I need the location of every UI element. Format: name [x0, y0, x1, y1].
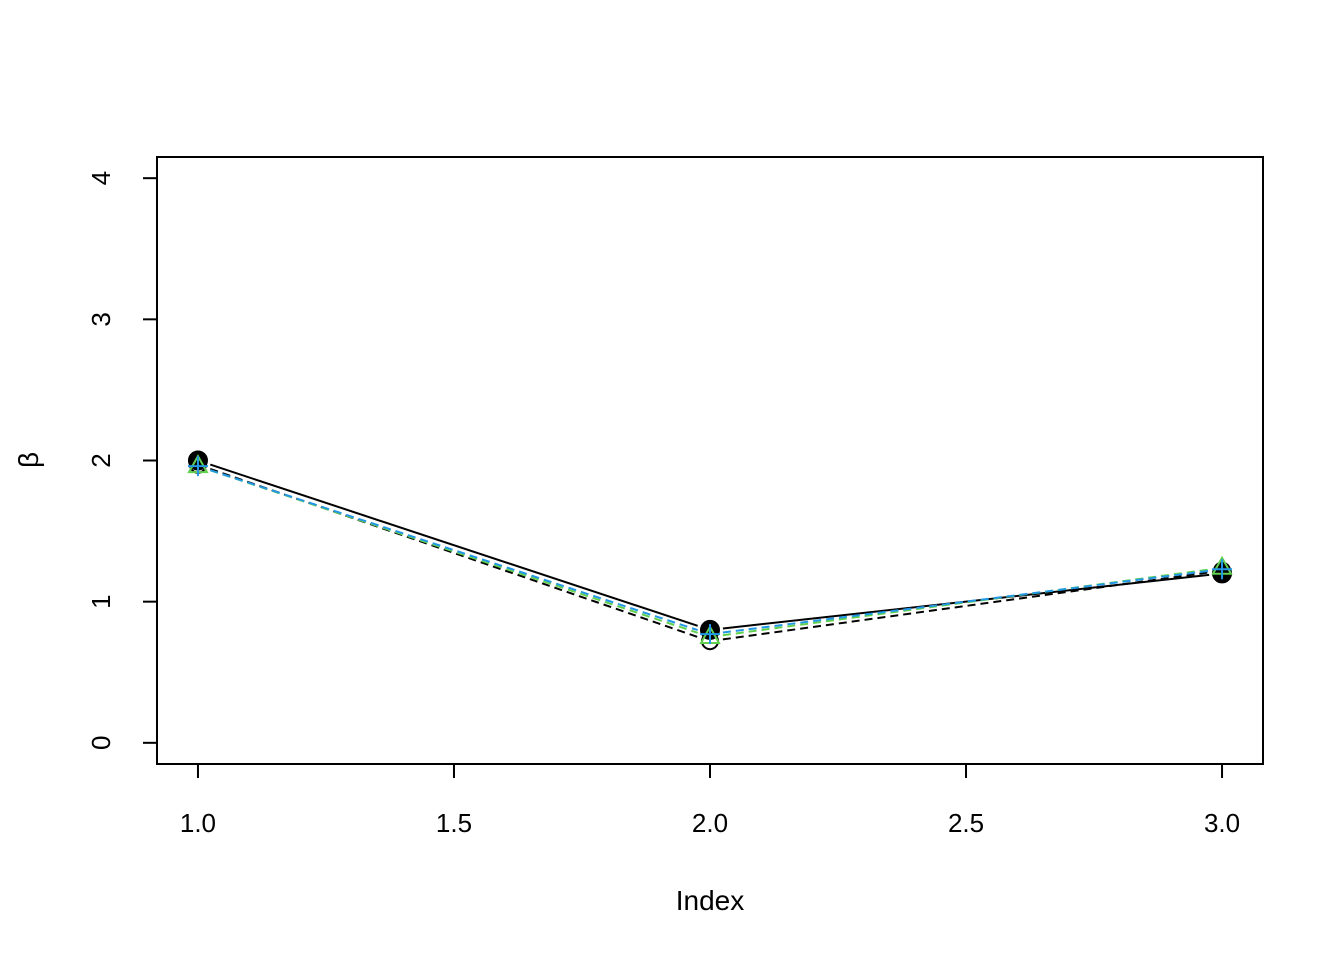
- plot-area-frame: [156, 156, 1264, 765]
- y-tick-label: 1: [86, 594, 116, 608]
- y-axis-title: β: [13, 452, 44, 468]
- data-point: [700, 624, 720, 645]
- series-group: [187, 450, 1233, 640]
- series-line-segment: [209, 468, 699, 638]
- y-tick-label: 4: [86, 171, 116, 185]
- series-line-segment: [209, 469, 698, 634]
- x-tick-label: 3.0: [1204, 808, 1240, 838]
- data-point: [1212, 559, 1233, 580]
- series-line-segment: [210, 469, 698, 632]
- x-tick-label: 1.5: [436, 808, 472, 838]
- y-axis: 0 1 2 3 4: [86, 171, 158, 750]
- data-point: [187, 456, 208, 477]
- x-tick-label: 2.5: [948, 808, 984, 838]
- x-tick-label: 2.0: [692, 808, 728, 838]
- series-layer: [187, 450, 1233, 651]
- series-line-segment: [722, 571, 1210, 641]
- series-group: [187, 454, 1233, 644]
- y-tick-label: 2: [86, 453, 116, 467]
- x-axis-title: Index: [676, 885, 745, 916]
- x-tick-label: 1.0: [180, 808, 216, 838]
- series-line-segment: [722, 569, 1210, 634]
- x-axis: 1.0 1.5 2.0 2.5 3.0: [180, 763, 1240, 838]
- y-tick-label: 3: [86, 312, 116, 326]
- series-line-segment: [209, 463, 698, 627]
- series-group: [187, 456, 1233, 645]
- y-tick-label: 0: [86, 736, 116, 750]
